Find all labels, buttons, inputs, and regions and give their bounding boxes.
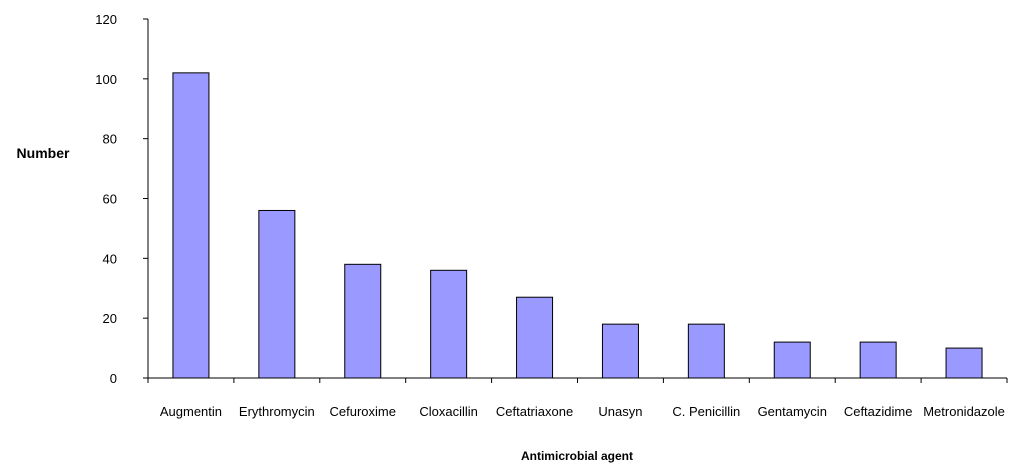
y-tick-label: 120 — [95, 12, 117, 27]
bars-group — [172, 72, 983, 379]
x-tick-label: Gentamycin — [758, 404, 827, 419]
bar-augmentin — [172, 72, 210, 379]
x-tick-label: Augmentin — [160, 404, 222, 419]
bar-metronidazole — [945, 347, 983, 379]
x-axis-title: Antimicrobial agent — [521, 449, 633, 463]
x-ticks-group: Augmentin Erythromycin Cefuroxime Cloxacill… — [147, 378, 1008, 419]
x-tick-label: Ceftazidime — [844, 404, 913, 419]
bar-ceftazidime — [859, 341, 897, 379]
y-tick-label: 20 — [103, 311, 117, 326]
x-tick-label: Erythromycin — [239, 404, 315, 419]
bar-c-penicillin — [687, 323, 725, 379]
y-tick-label: 0 — [110, 371, 117, 386]
x-tick-label: C. Penicillin — [672, 404, 740, 419]
y-tick-label: 60 — [103, 192, 117, 207]
x-tick-label: Unasyn — [598, 404, 642, 419]
y-ticks-group: 0 20 40 60 80 100 120 — [95, 12, 148, 386]
y-tick-label: 40 — [103, 251, 117, 266]
x-tick-label: Cloxacillin — [419, 404, 478, 419]
y-tick-label: 100 — [95, 72, 117, 87]
bar-gentamycin — [773, 341, 811, 379]
x-tick-label: Ceftatriaxone — [496, 404, 573, 419]
bar-erythromycin — [258, 209, 296, 379]
y-axis-title: Number — [17, 145, 70, 161]
bar-ceftatriaxone — [516, 296, 554, 379]
x-tick-label: Metronidazole — [923, 404, 1005, 419]
bar-cloxacillin — [430, 269, 468, 379]
bar-cefuroxime — [344, 263, 382, 379]
y-tick-label: 80 — [103, 132, 117, 147]
x-tick-label: Cefuroxime — [330, 404, 396, 419]
bar-unasyn — [601, 323, 639, 379]
